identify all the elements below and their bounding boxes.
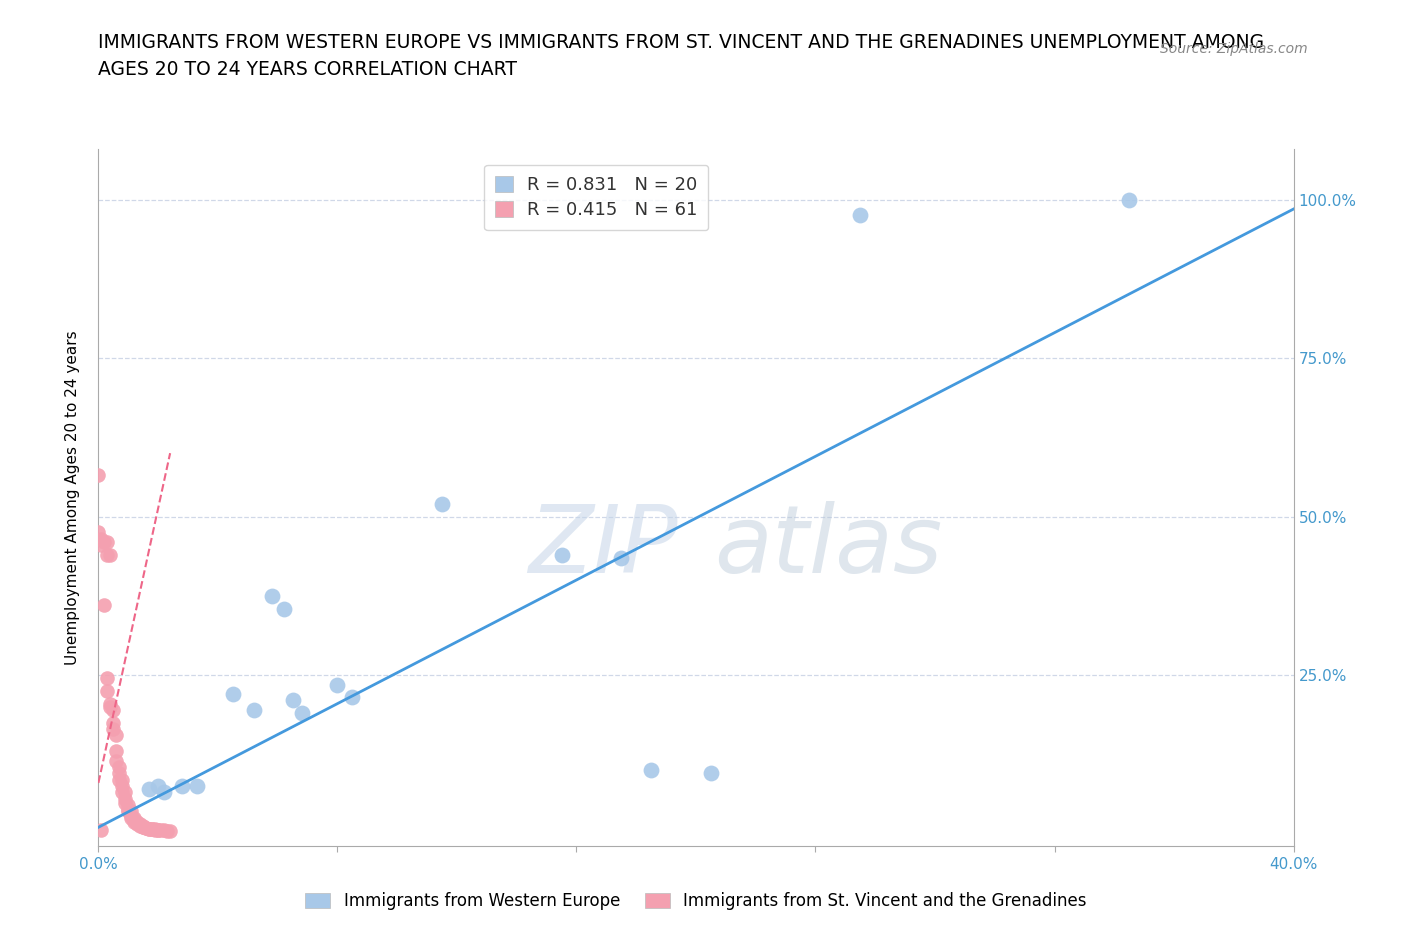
Point xyxy=(135,820,157,835)
Point xyxy=(105,753,128,768)
Point xyxy=(120,808,142,823)
Point xyxy=(141,822,163,837)
Point xyxy=(103,702,125,717)
Point xyxy=(103,722,125,737)
Text: AGES 20 TO 24 YEARS CORRELATION CHART: AGES 20 TO 24 YEARS CORRELATION CHART xyxy=(98,60,517,79)
Point xyxy=(124,815,146,830)
Point xyxy=(281,693,304,708)
Legend: R = 0.831   N = 20, R = 0.415   N = 61: R = 0.831 N = 20, R = 0.415 N = 61 xyxy=(484,165,709,231)
Point xyxy=(111,772,134,787)
Point xyxy=(117,802,139,817)
Point xyxy=(114,791,136,806)
Legend: Immigrants from Western Europe, Immigrants from St. Vincent and the Grenadines: Immigrants from Western Europe, Immigran… xyxy=(298,885,1094,917)
Y-axis label: Unemployment Among Ages 20 to 24 years: Unemployment Among Ages 20 to 24 years xyxy=(65,330,80,665)
Text: atlas: atlas xyxy=(714,501,942,591)
Point xyxy=(143,822,166,837)
Point xyxy=(90,823,112,838)
Point xyxy=(105,744,128,759)
Point xyxy=(610,551,633,565)
Point xyxy=(148,778,170,793)
Point xyxy=(117,798,139,813)
Point xyxy=(120,810,142,825)
Point xyxy=(124,812,146,827)
Point xyxy=(100,697,122,711)
Point xyxy=(103,715,125,730)
Point xyxy=(243,702,266,717)
Point xyxy=(132,820,155,835)
Point xyxy=(132,818,155,833)
Point xyxy=(87,525,110,540)
Point xyxy=(111,778,134,793)
Point xyxy=(148,822,170,837)
Point xyxy=(96,535,118,550)
Text: IMMIGRANTS FROM WESTERN EUROPE VS IMMIGRANTS FROM ST. VINCENT AND THE GRENADINES: IMMIGRANTS FROM WESTERN EUROPE VS IMMIGR… xyxy=(98,33,1264,51)
Point xyxy=(129,818,152,833)
Point xyxy=(100,547,122,562)
Point xyxy=(141,822,163,837)
Point xyxy=(135,820,157,835)
Point xyxy=(138,782,160,797)
Point xyxy=(129,817,152,831)
Point xyxy=(108,772,131,787)
Point xyxy=(550,547,572,562)
Point xyxy=(156,824,179,839)
Point xyxy=(96,671,118,685)
Point xyxy=(148,823,170,838)
Point xyxy=(342,690,364,705)
Point xyxy=(143,822,166,837)
Point xyxy=(114,785,136,800)
Point xyxy=(291,706,314,721)
Point xyxy=(111,785,134,800)
Point xyxy=(153,823,176,838)
Point xyxy=(700,766,723,781)
Point xyxy=(127,816,149,830)
Point xyxy=(100,699,122,714)
Point xyxy=(260,589,283,604)
Point xyxy=(640,763,662,777)
Point xyxy=(1118,193,1140,207)
Point xyxy=(159,824,181,839)
Point xyxy=(127,817,149,831)
Point xyxy=(129,818,152,833)
Point xyxy=(172,778,194,793)
Point xyxy=(430,497,453,512)
Point xyxy=(150,823,173,838)
Point xyxy=(93,598,115,613)
Point xyxy=(93,535,115,550)
Point xyxy=(90,531,112,546)
Point xyxy=(273,601,295,616)
Point xyxy=(105,728,128,743)
Point xyxy=(108,760,131,775)
Point xyxy=(127,815,149,830)
Point xyxy=(186,778,208,793)
Text: ZIP: ZIP xyxy=(529,501,678,591)
Point xyxy=(124,810,146,825)
Point xyxy=(138,821,160,836)
Point xyxy=(108,766,131,781)
Point xyxy=(87,468,110,483)
Point xyxy=(326,677,349,692)
Point xyxy=(132,820,155,835)
Point xyxy=(153,785,176,800)
Point xyxy=(96,547,118,562)
Point xyxy=(96,684,118,698)
Point xyxy=(120,804,142,819)
Point xyxy=(90,538,112,552)
Point xyxy=(222,686,245,701)
Point xyxy=(849,208,872,223)
Point xyxy=(117,804,139,819)
Text: Source: ZipAtlas.com: Source: ZipAtlas.com xyxy=(1160,42,1308,56)
Point xyxy=(138,821,160,836)
Point xyxy=(114,796,136,811)
